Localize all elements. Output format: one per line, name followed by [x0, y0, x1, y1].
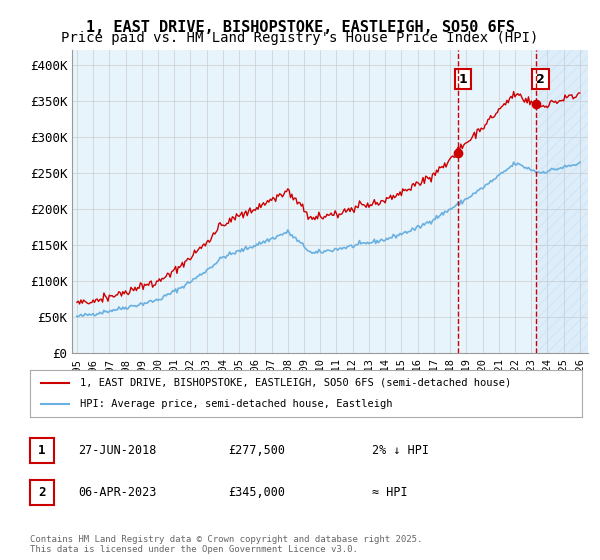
- Bar: [536, 50, 596, 353]
- Text: 2% ↓ HPI: 2% ↓ HPI: [372, 444, 429, 458]
- Text: HPI: Average price, semi-detached house, Eastleigh: HPI: Average price, semi-detached house,…: [80, 399, 392, 409]
- Text: ≈ HPI: ≈ HPI: [372, 486, 407, 500]
- Text: 1: 1: [38, 444, 46, 458]
- Text: 1, EAST DRIVE, BISHOPSTOKE, EASTLEIGH, SO50 6FS (semi-detached house): 1, EAST DRIVE, BISHOPSTOKE, EASTLEIGH, S…: [80, 378, 511, 388]
- Text: £277,500: £277,500: [228, 444, 285, 458]
- Text: 1: 1: [458, 73, 467, 86]
- Text: 27-JUN-2018: 27-JUN-2018: [78, 444, 157, 458]
- Text: 06-APR-2023: 06-APR-2023: [78, 486, 157, 500]
- Text: £345,000: £345,000: [228, 486, 285, 500]
- Text: 1, EAST DRIVE, BISHOPSTOKE, EASTLEIGH, SO50 6FS: 1, EAST DRIVE, BISHOPSTOKE, EASTLEIGH, S…: [86, 20, 514, 35]
- Text: Contains HM Land Registry data © Crown copyright and database right 2025.
This d: Contains HM Land Registry data © Crown c…: [30, 535, 422, 554]
- Text: 2: 2: [38, 486, 46, 500]
- Text: Price paid vs. HM Land Registry's House Price Index (HPI): Price paid vs. HM Land Registry's House …: [61, 31, 539, 45]
- Text: 2: 2: [536, 73, 545, 86]
